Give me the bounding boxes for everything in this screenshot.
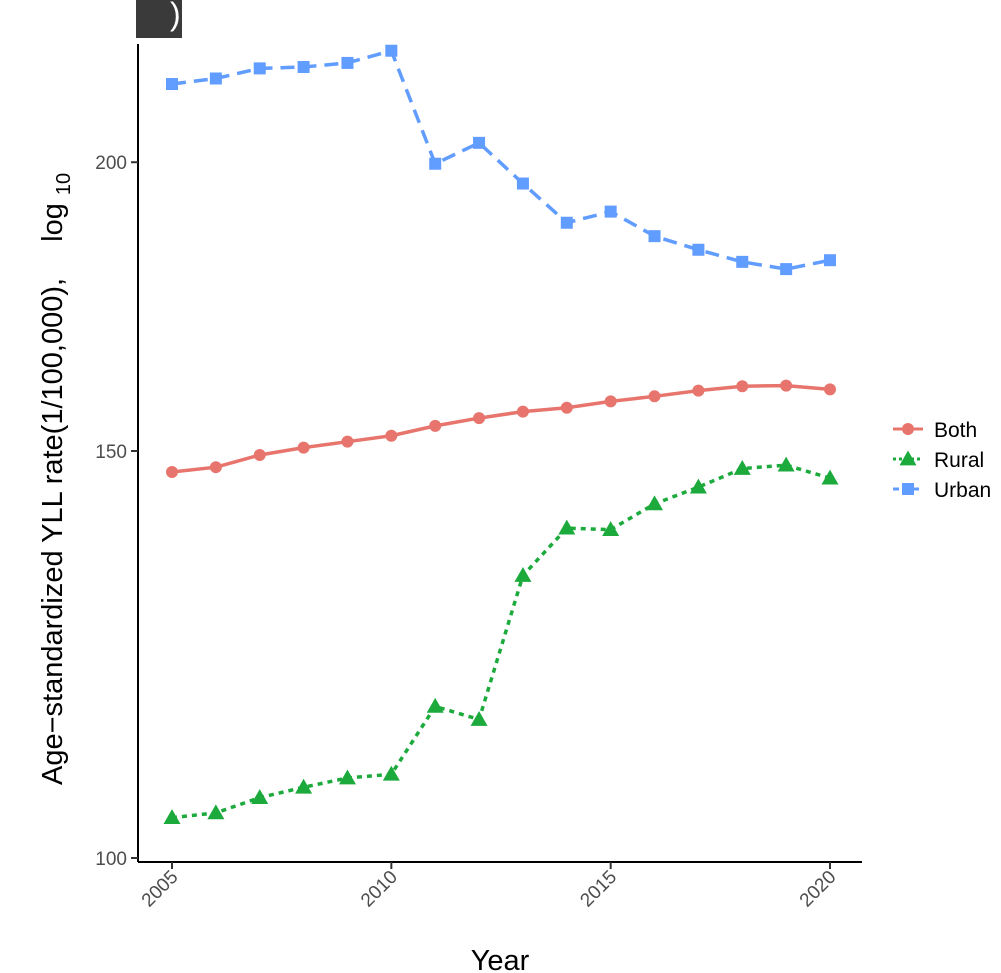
data-point-urban: [297, 61, 310, 74]
data-point-both: [341, 435, 354, 448]
data-point-both: [429, 419, 442, 432]
data-point-urban: [516, 177, 529, 190]
data-point-urban: [736, 255, 749, 268]
x-ticks: 2005 2010 2015 2020: [138, 862, 841, 911]
data-point-rural: [163, 809, 181, 825]
data-point-both: [473, 412, 486, 425]
data-point-urban: [341, 56, 354, 69]
legend-label-both: Both: [934, 419, 977, 442]
data-point-rural: [646, 495, 664, 511]
series-line-urban: [171, 48, 831, 271]
data-point-urban: [604, 205, 617, 218]
data-point-rural: [382, 765, 400, 781]
y-axis-title: Age−standardized YLL rate(1/100,000), lo…: [37, 173, 75, 785]
data-point-rural: [514, 567, 532, 582]
data-point-both: [560, 401, 573, 414]
panel-label: ): [170, 0, 181, 32]
legend: Both Rural Urban: [893, 419, 991, 502]
data-point-urban: [824, 254, 836, 267]
data-point-rural: [470, 710, 488, 726]
data-point-urban: [560, 216, 573, 229]
x-tick-label: 2015: [576, 867, 621, 912]
y-tick-label: 100: [95, 849, 127, 870]
y-ticks: 100 150 200: [95, 153, 138, 870]
data-point-both: [166, 465, 178, 478]
x-axis-title: Year: [471, 945, 530, 973]
x-tick-label: 2010: [357, 867, 402, 912]
y-tick-label: 200: [95, 153, 127, 174]
data-point-urban: [648, 230, 661, 243]
data-point-urban: [692, 243, 705, 256]
y-axis-title-main: Age−standardized YLL rate(1/100,000),: [37, 278, 69, 785]
y-tick-label: 150: [95, 442, 127, 463]
x-tick-label: 2005: [138, 867, 183, 912]
legend-key-marker-both: [902, 423, 914, 435]
data-point-urban: [253, 62, 266, 75]
data-point-rural: [821, 469, 839, 485]
legend-label-urban: Urban: [934, 479, 991, 502]
data-point-rural: [426, 697, 444, 713]
series-line-both: [171, 383, 831, 474]
legend-key-marker-rural: [899, 450, 917, 466]
series-lines: [171, 48, 831, 820]
data-point-both: [253, 449, 266, 462]
data-point-both: [824, 383, 836, 396]
data-point-urban: [209, 72, 222, 85]
data-point-both: [780, 379, 793, 392]
data-point-both: [736, 380, 749, 393]
data-point-urban: [780, 263, 793, 276]
data-point-both: [516, 405, 529, 418]
data-point-urban: [473, 136, 486, 149]
legend-key-marker-urban: [902, 483, 914, 495]
y-axis-title-subscript: 10: [53, 173, 75, 195]
data-point-rural: [558, 519, 576, 535]
data-point-urban: [385, 44, 398, 57]
data-point-urban: [429, 157, 442, 170]
axes: [137, 44, 862, 863]
data-point-rural: [689, 478, 707, 494]
series-markers: [163, 44, 839, 825]
data-point-rural: [295, 778, 313, 794]
y-axis-title-log: log: [37, 203, 69, 242]
data-point-both: [297, 441, 310, 454]
legend-label-rural: Rural: [934, 449, 984, 472]
data-point-both: [692, 384, 705, 397]
data-point-urban: [166, 78, 178, 91]
data-point-rural: [207, 804, 225, 820]
data-point-both: [209, 461, 222, 474]
data-point-both: [648, 390, 661, 403]
series-line-rural: [171, 463, 831, 820]
data-point-rural: [338, 769, 356, 785]
data-point-rural: [733, 460, 751, 475]
data-point-rural: [777, 456, 795, 472]
data-point-rural: [251, 789, 269, 804]
panel-label-badge: ): [136, 0, 182, 38]
data-point-both: [385, 429, 398, 442]
data-point-both: [604, 395, 617, 408]
data-point-rural: [602, 521, 620, 536]
x-tick-label: 2020: [796, 867, 841, 912]
